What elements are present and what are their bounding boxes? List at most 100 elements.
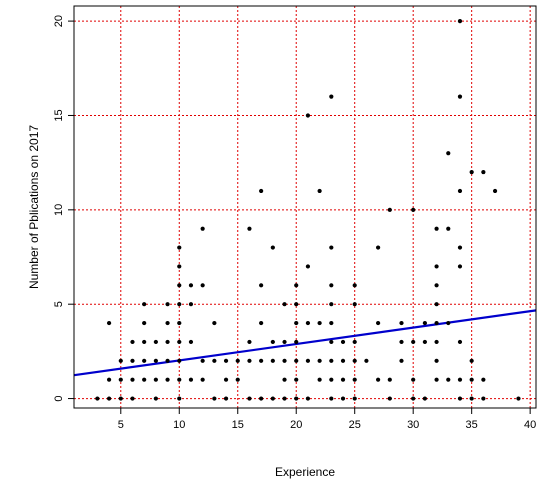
data-point: [457, 264, 463, 269]
data-point: [411, 377, 416, 382]
y-tick-label: 15: [53, 109, 65, 121]
data-point: [247, 358, 252, 363]
data-point: [142, 358, 147, 363]
data-point: [212, 358, 217, 363]
data-point: [352, 339, 357, 345]
data-point: [106, 396, 112, 401]
data-point: [294, 396, 299, 401]
data-point: [294, 339, 299, 345]
y-tick-label: 10: [53, 204, 65, 216]
data-point: [446, 320, 451, 326]
data-point: [422, 396, 427, 401]
data-point: [188, 283, 194, 288]
data-point: [434, 339, 439, 345]
data-point: [294, 320, 299, 326]
data-point: [130, 396, 135, 401]
data-point: [177, 396, 182, 401]
data-point: [446, 151, 451, 156]
data-point: [200, 283, 205, 288]
data-point: [200, 377, 205, 382]
data-point: [118, 377, 123, 382]
data-point: [352, 283, 357, 288]
data-point: [247, 339, 252, 345]
data-point: [259, 188, 264, 194]
data-point: [329, 339, 334, 345]
x-tick-label: 35: [466, 419, 478, 431]
data-point: [422, 320, 427, 326]
data-point: [270, 245, 275, 250]
data-point: [340, 358, 346, 363]
data-point: [329, 94, 334, 99]
data-point: [106, 320, 112, 326]
data-point: [282, 377, 287, 382]
data-point: [305, 396, 311, 401]
data-point: [317, 320, 322, 326]
data-point: [177, 339, 182, 345]
data-point: [142, 302, 147, 307]
data-point: [247, 226, 252, 231]
data-point: [200, 226, 205, 231]
data-point: [130, 339, 135, 345]
data-point: [142, 377, 147, 382]
data-point: [434, 283, 439, 288]
data-point: [340, 396, 346, 401]
data-point: [481, 169, 486, 175]
data-point: [422, 339, 427, 345]
x-tick-label: 15: [232, 419, 244, 431]
data-point: [457, 245, 463, 250]
data-point: [177, 302, 182, 307]
data-point: [282, 396, 287, 401]
data-point: [177, 264, 182, 269]
data-point: [177, 377, 182, 382]
regression-line: [73, 309, 537, 377]
data-point: [294, 302, 299, 307]
data-point: [434, 302, 439, 307]
data-point: [188, 377, 194, 382]
data-point: [329, 377, 334, 382]
data-point: [352, 358, 357, 363]
y-tick-label: 20: [53, 15, 65, 27]
data-point: [457, 18, 463, 24]
data-point: [142, 339, 147, 345]
data-point: [305, 358, 311, 363]
data-point: [516, 396, 521, 401]
data-point: [399, 339, 404, 345]
x-tick-label: 30: [407, 419, 419, 431]
data-point: [317, 377, 322, 382]
data-point: [340, 339, 346, 345]
data-point: [411, 207, 416, 212]
data-point: [317, 188, 322, 194]
x-tick-label: 5: [118, 419, 124, 431]
data-point: [188, 302, 194, 307]
data-point: [177, 283, 182, 288]
data-point: [259, 358, 264, 363]
data-point: [376, 245, 381, 250]
data-point: [118, 396, 123, 401]
data-point: [469, 396, 474, 401]
data-point: [188, 339, 194, 345]
data-point: [481, 396, 486, 401]
data-point: [329, 320, 334, 326]
data-point: [376, 377, 381, 382]
data-point: [434, 320, 439, 326]
data-point: [130, 358, 135, 363]
data-point: [223, 358, 229, 363]
data-point: [457, 377, 463, 382]
data-point: [364, 358, 369, 363]
data-point: [259, 320, 264, 326]
data-point: [387, 207, 392, 212]
data-point: [142, 320, 147, 326]
data-point: [177, 320, 182, 326]
data-point: [329, 283, 334, 288]
data-point: [165, 358, 170, 363]
data-point: [165, 320, 170, 326]
data-point: [200, 358, 205, 363]
data-point: [305, 320, 311, 326]
data-point: [446, 377, 451, 382]
data-point: [153, 339, 158, 345]
data-point: [177, 358, 182, 363]
data-point: [118, 358, 123, 363]
data-point: [270, 396, 275, 401]
data-point: [352, 377, 357, 382]
y-tick-label: 5: [53, 301, 65, 307]
